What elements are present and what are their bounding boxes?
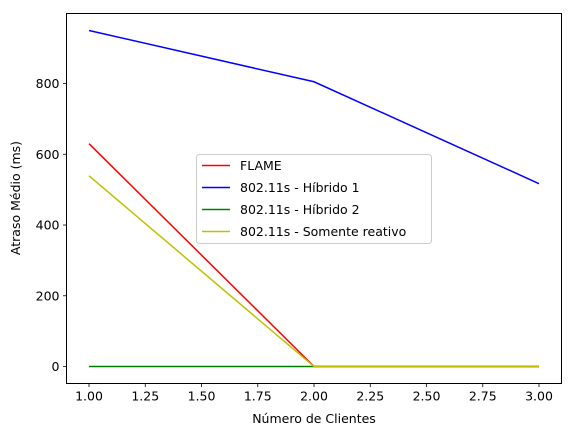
x-axis-label: Número de Clientes <box>252 411 376 426</box>
x-tick-label: 1.00 <box>75 389 103 404</box>
x-tick-label: 1.25 <box>131 389 159 404</box>
y-tick-label: 800 <box>36 76 60 91</box>
legend-label-3: 802.11s - Somente reativo <box>240 224 406 239</box>
y-tick-label: 600 <box>36 147 60 162</box>
series-line-3 <box>88 175 539 368</box>
legend-label-1: 802.11s - Híbrido 1 <box>240 180 360 195</box>
x-tick-label: 3.00 <box>525 389 553 404</box>
y-tick-label: 0 <box>52 359 60 374</box>
x-tick-label: 2.00 <box>300 389 328 404</box>
series-line-1 <box>88 29 540 185</box>
y-axis-label: Atraso Médio (ms) <box>8 141 23 255</box>
series-layer <box>88 29 540 368</box>
legend-frame <box>196 154 432 244</box>
y-axis-ticks: 0 200 400 600 800 <box>36 76 67 374</box>
legend-label-2: 802.11s - Híbrido 2 <box>240 202 360 217</box>
x-tick-label: 2.25 <box>356 389 384 404</box>
x-tick-label: 1.50 <box>188 389 216 404</box>
x-tick-label: 1.75 <box>244 389 272 404</box>
y-tick-label: 400 <box>36 218 60 233</box>
legend: FLAME 802.11s - Híbrido 1 802.11s - Híbrid… <box>196 154 432 244</box>
x-tick-label: 2.75 <box>469 389 497 404</box>
x-axis-ticks: 1.00 1.25 1.50 1.75 2.00 2.25 2.50 2.75 3.00 <box>75 383 553 404</box>
x-tick-label: 2.50 <box>413 389 441 404</box>
y-tick-label: 200 <box>36 288 60 303</box>
legend-label-0: FLAME <box>240 158 282 173</box>
